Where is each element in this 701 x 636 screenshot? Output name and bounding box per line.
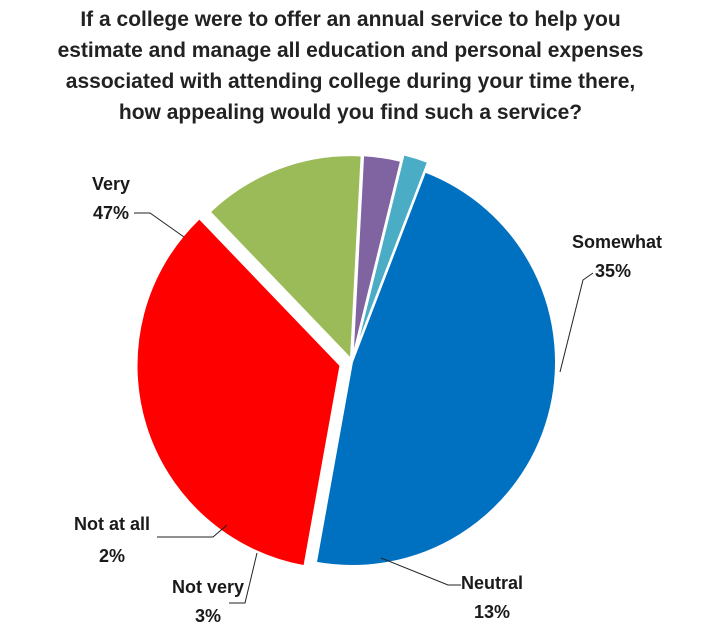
- slice-category-label: Very: [92, 174, 130, 194]
- slice-category-label: Not at all: [74, 514, 150, 534]
- pie-slice-very: [314, 170, 557, 567]
- pie-slice-neutral: [208, 154, 363, 362]
- leader-line-very: [134, 212, 185, 238]
- chart-title-line-1: If a college were to offer an annual ser…: [80, 8, 621, 31]
- slice-category-label: Neutral: [461, 573, 523, 593]
- chart-title-line-3: associated with attending college during…: [65, 70, 636, 93]
- slice-labels: Very 47% Somewhat 35% Neutral 13% Not very 3% No…: [74, 174, 662, 626]
- pie-slice-not-at-all: [354, 153, 430, 353]
- slice-value-label: 3%: [195, 606, 221, 626]
- slice-category-label: Not very: [172, 577, 244, 597]
- leader-line-somewhat: [559, 272, 594, 373]
- slice-value-label: 47%: [93, 203, 129, 223]
- slice-value-label: 13%: [474, 602, 510, 622]
- leader-line-not-very: [229, 552, 258, 604]
- slice-value-label: 35%: [595, 261, 631, 281]
- chart-title-line-2: estimate and manage all education and pe…: [57, 39, 644, 62]
- leader-line-not-at-all: [157, 524, 228, 538]
- pie-slices: [135, 153, 557, 568]
- chart-title-line-4: how appealing would you find such a serv…: [118, 101, 583, 124]
- slice-category-label: Somewhat: [572, 232, 662, 252]
- pie-slice-somewhat: [135, 216, 342, 568]
- leader-line-neutral: [380, 557, 461, 586]
- leader-lines: [134, 212, 594, 604]
- slice-value-label: 2%: [99, 546, 125, 566]
- chart-title: If a college were to offer an annual ser…: [0, 4, 701, 128]
